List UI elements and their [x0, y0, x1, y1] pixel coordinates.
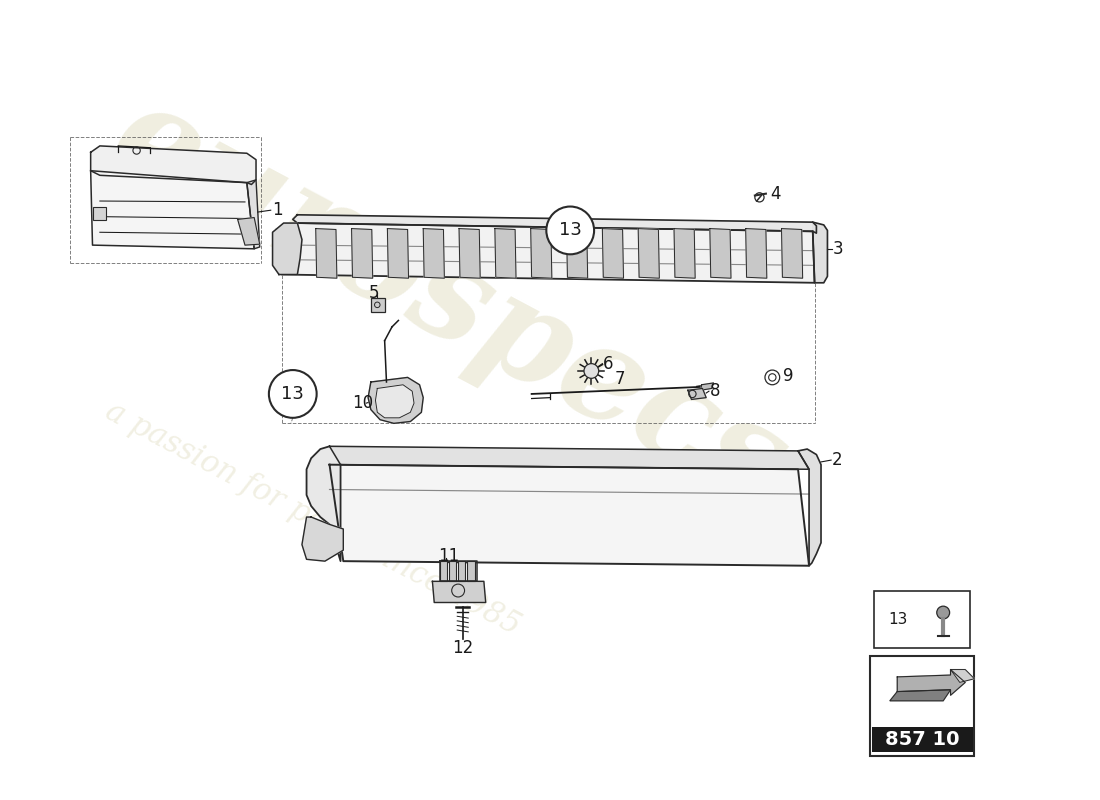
- Polygon shape: [950, 670, 975, 682]
- Text: a passion for parts since 1985: a passion for parts since 1985: [100, 396, 526, 642]
- Polygon shape: [674, 229, 695, 278]
- Polygon shape: [890, 690, 950, 701]
- Text: 8: 8: [710, 382, 720, 400]
- FancyBboxPatch shape: [871, 726, 972, 752]
- FancyBboxPatch shape: [94, 207, 107, 220]
- Polygon shape: [293, 215, 816, 233]
- Text: 7: 7: [614, 370, 625, 388]
- Polygon shape: [603, 229, 624, 278]
- Polygon shape: [316, 229, 337, 278]
- Polygon shape: [330, 465, 810, 566]
- Polygon shape: [238, 218, 260, 245]
- FancyBboxPatch shape: [458, 561, 465, 582]
- Polygon shape: [90, 146, 256, 185]
- Polygon shape: [638, 229, 659, 278]
- Polygon shape: [246, 180, 260, 249]
- Polygon shape: [375, 385, 414, 418]
- Polygon shape: [330, 446, 810, 470]
- Polygon shape: [688, 389, 706, 399]
- Polygon shape: [701, 383, 714, 390]
- Polygon shape: [495, 229, 516, 278]
- Text: 13: 13: [888, 613, 907, 627]
- Text: 2: 2: [832, 451, 843, 469]
- Polygon shape: [781, 229, 803, 278]
- Polygon shape: [746, 229, 767, 278]
- Text: 9: 9: [783, 366, 794, 385]
- Text: 13: 13: [282, 385, 305, 403]
- Polygon shape: [424, 229, 444, 278]
- Polygon shape: [352, 229, 373, 278]
- Polygon shape: [90, 170, 254, 249]
- Circle shape: [937, 606, 949, 619]
- Circle shape: [268, 370, 317, 418]
- Polygon shape: [307, 446, 341, 561]
- FancyBboxPatch shape: [440, 561, 447, 582]
- Text: 12: 12: [452, 639, 473, 658]
- Text: 5: 5: [368, 284, 378, 302]
- Polygon shape: [282, 223, 815, 282]
- Text: 13: 13: [559, 222, 582, 239]
- Text: 11: 11: [438, 546, 459, 565]
- FancyBboxPatch shape: [371, 298, 385, 312]
- Text: 6: 6: [603, 354, 614, 373]
- FancyBboxPatch shape: [449, 561, 456, 582]
- Text: 10: 10: [352, 394, 374, 412]
- Polygon shape: [273, 223, 303, 274]
- FancyBboxPatch shape: [468, 561, 475, 582]
- Polygon shape: [798, 449, 821, 566]
- Polygon shape: [530, 229, 552, 278]
- Circle shape: [547, 206, 594, 254]
- Text: eurospecs: eurospecs: [90, 71, 807, 534]
- Polygon shape: [459, 229, 481, 278]
- Polygon shape: [432, 582, 486, 602]
- Text: 1: 1: [272, 202, 283, 219]
- Polygon shape: [387, 229, 408, 278]
- FancyBboxPatch shape: [870, 656, 975, 756]
- Polygon shape: [813, 222, 827, 282]
- Polygon shape: [710, 229, 732, 278]
- Polygon shape: [368, 378, 424, 423]
- Circle shape: [584, 364, 598, 378]
- Text: 3: 3: [833, 240, 844, 258]
- Polygon shape: [898, 670, 965, 695]
- Polygon shape: [302, 517, 343, 561]
- Text: 857 10: 857 10: [884, 730, 959, 749]
- Text: 4: 4: [770, 185, 781, 202]
- Polygon shape: [566, 229, 587, 278]
- FancyBboxPatch shape: [874, 591, 970, 649]
